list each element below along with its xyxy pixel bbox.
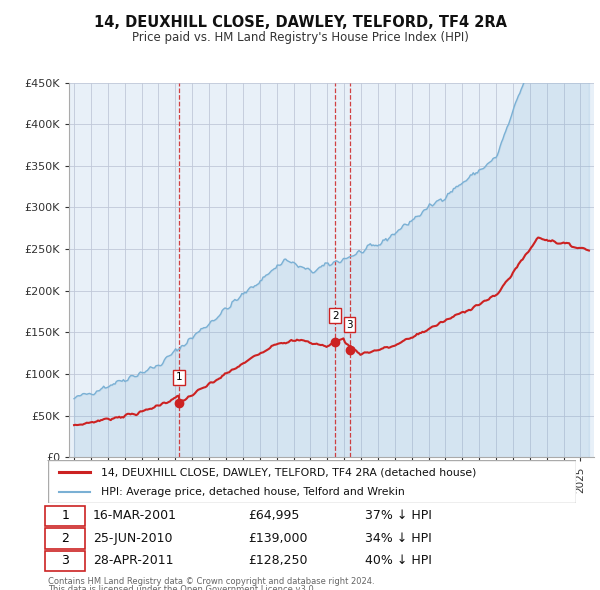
Text: HPI: Average price, detached house, Telford and Wrekin: HPI: Average price, detached house, Telf…	[101, 487, 404, 497]
FancyBboxPatch shape	[46, 551, 85, 571]
Text: 2: 2	[61, 532, 69, 545]
Text: 1: 1	[61, 509, 69, 522]
Text: £139,000: £139,000	[248, 532, 308, 545]
Text: 2: 2	[332, 311, 338, 321]
FancyBboxPatch shape	[46, 506, 85, 526]
Text: This data is licensed under the Open Government Licence v3.0.: This data is licensed under the Open Gov…	[48, 585, 316, 590]
Text: 40% ↓ HPI: 40% ↓ HPI	[365, 555, 431, 568]
Text: 3: 3	[61, 555, 69, 568]
Text: 16-MAR-2001: 16-MAR-2001	[93, 509, 177, 522]
Text: 14, DEUXHILL CLOSE, DAWLEY, TELFORD, TF4 2RA (detached house): 14, DEUXHILL CLOSE, DAWLEY, TELFORD, TF4…	[101, 467, 476, 477]
Text: £64,995: £64,995	[248, 509, 300, 522]
FancyBboxPatch shape	[46, 528, 85, 549]
Text: Contains HM Land Registry data © Crown copyright and database right 2024.: Contains HM Land Registry data © Crown c…	[48, 577, 374, 586]
Text: 3: 3	[346, 320, 353, 330]
Text: 1: 1	[176, 372, 182, 382]
Text: 28-APR-2011: 28-APR-2011	[93, 555, 173, 568]
Text: 34% ↓ HPI: 34% ↓ HPI	[365, 532, 431, 545]
Text: Price paid vs. HM Land Registry's House Price Index (HPI): Price paid vs. HM Land Registry's House …	[131, 31, 469, 44]
Text: 14, DEUXHILL CLOSE, DAWLEY, TELFORD, TF4 2RA: 14, DEUXHILL CLOSE, DAWLEY, TELFORD, TF4…	[94, 15, 506, 30]
Text: 37% ↓ HPI: 37% ↓ HPI	[365, 509, 431, 522]
Text: 25-JUN-2010: 25-JUN-2010	[93, 532, 172, 545]
Text: £128,250: £128,250	[248, 555, 308, 568]
